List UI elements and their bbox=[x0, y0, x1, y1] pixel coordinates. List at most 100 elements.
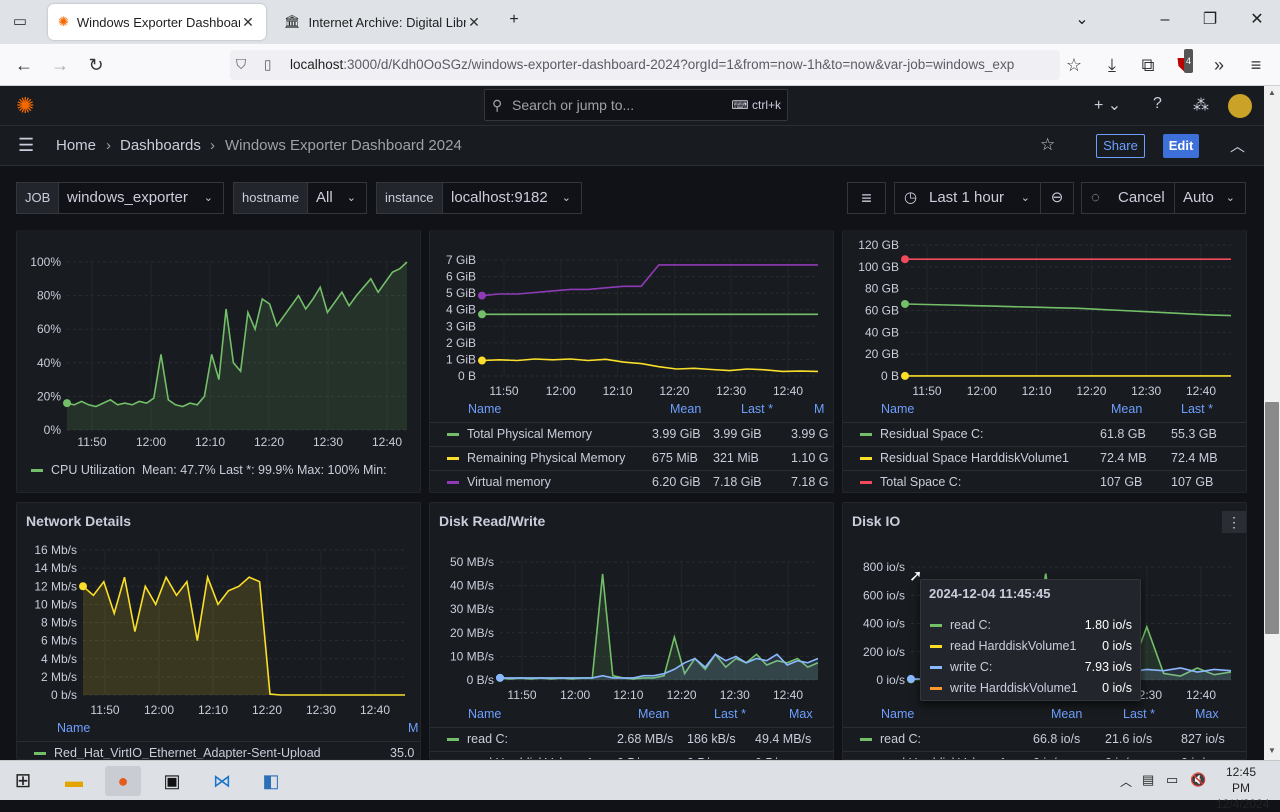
vscode-icon[interactable]: ⋈ bbox=[213, 771, 231, 791]
forward-icon[interactable]: → bbox=[51, 55, 69, 75]
tab-list-icon[interactable]: ▭ bbox=[12, 13, 28, 30]
breadcrumb-dashboards[interactable]: Dashboards bbox=[120, 137, 201, 154]
legend-row[interactable]: read HarddiskVolume1 0 B/s 0 B/s 0 B/s bbox=[430, 751, 833, 759]
instance-var-select[interactable]: localhost:9182 ⌄ bbox=[442, 182, 582, 214]
time-range-picker[interactable]: ◷ Last 1 hour ⌄ bbox=[894, 182, 1041, 214]
scrollbar-thumb[interactable] bbox=[1265, 402, 1279, 634]
refresh-interval-picker[interactable]: Auto ⌄ bbox=[1174, 182, 1246, 214]
tray-chevron-icon[interactable]: ︿ bbox=[1120, 775, 1133, 789]
page-scrollbar[interactable]: ▲ ▼ bbox=[1264, 86, 1280, 760]
page-info-icon[interactable]: ▯ bbox=[264, 57, 272, 72]
bookmark-star-icon[interactable]: ☆ bbox=[1065, 55, 1083, 75]
col-header-name[interactable]: Name bbox=[881, 402, 915, 416]
disk-space-chart[interactable]: 0 B 20 GB 40 GB 60 GB 80 GB 100 GB 120 GB 11:50… bbox=[843, 230, 1247, 400]
clock[interactable]: 12:45 PM 12/4/2024 bbox=[1216, 765, 1270, 811]
reload-icon[interactable]: ↻ bbox=[88, 55, 104, 75]
cpu-chart[interactable]: 0% 20% 40% 60% 80% 100% 11:50 12:00 12:10 12:20 12… bbox=[17, 230, 421, 460]
new-tab-button[interactable]: + bbox=[509, 11, 519, 28]
extensions-icon[interactable]: ⧉ bbox=[1141, 55, 1155, 75]
user-avatar[interactable] bbox=[1228, 94, 1252, 118]
overflow-icon[interactable]: » bbox=[1213, 55, 1224, 75]
maximize-button[interactable]: ❐ bbox=[1202, 11, 1218, 28]
back-icon[interactable]: ← bbox=[15, 55, 33, 75]
panel-menu-icon[interactable]: ⋮ bbox=[1222, 511, 1246, 533]
address-bar[interactable]: ⛉ ▯ localhost:3000/d/Kdh0OoSGz/windows-e… bbox=[230, 50, 1060, 80]
new-menu-button[interactable]: + ⌄ bbox=[1094, 97, 1122, 114]
search-input[interactable]: ⚲ Search or jump to... ⌨ ctrl+k bbox=[484, 89, 788, 121]
menu-toggle-icon[interactable]: ☰ bbox=[18, 135, 35, 155]
job-var-select[interactable]: windows_exporter ⌄ bbox=[58, 182, 224, 214]
legend-row[interactable]: Red_Hat_VirtIO_Ethernet_Adapter-Sent-Upl… bbox=[17, 741, 420, 759]
panel-title[interactable]: Network Details bbox=[26, 513, 132, 529]
news-feed-icon[interactable]: ⁂ bbox=[1193, 97, 1209, 114]
file-explorer-icon[interactable]: ▬ bbox=[65, 771, 83, 791]
app-icon[interactable]: ◧ bbox=[262, 771, 280, 791]
breadcrumb-home[interactable]: Home bbox=[56, 137, 97, 154]
col-header-max[interactable]: Max bbox=[789, 707, 813, 721]
legend-swatch bbox=[447, 738, 459, 742]
list-all-tabs-icon[interactable]: ⌄ bbox=[1075, 11, 1089, 28]
downloads-icon[interactable]: ⤓ bbox=[1108, 55, 1116, 75]
col-header-last[interactable]: Last * bbox=[741, 402, 773, 416]
hostname-var-select[interactable]: All ⌄ bbox=[307, 182, 367, 214]
col-header-max[interactable]: M bbox=[814, 402, 825, 416]
minimize-button[interactable]: – bbox=[1160, 11, 1170, 28]
close-tab-icon[interactable]: ✕ bbox=[468, 13, 480, 30]
col-header-mean[interactable]: Mean bbox=[670, 402, 702, 416]
panel-title[interactable]: Disk Read/Write bbox=[439, 513, 546, 529]
favorite-star-icon[interactable]: ☆ bbox=[1040, 135, 1056, 154]
terminal-icon[interactable]: ▣ bbox=[163, 771, 181, 791]
collapse-icon[interactable]: ︿ bbox=[1230, 138, 1246, 155]
panel-title[interactable]: Disk IO bbox=[852, 513, 901, 529]
cpu-panel[interactable]: 0% 20% 40% 60% 80% 100% 11:50 12:00 12:10 12:20 12… bbox=[16, 230, 421, 493]
col-header-last[interactable]: Last * bbox=[714, 707, 746, 721]
dashboard-controls-icon[interactable]: ≡ bbox=[847, 182, 886, 214]
volume-muted-icon[interactable]: 🔇 bbox=[1190, 772, 1207, 787]
memory-panel[interactable]: 0 B 1 GiB 2 GiB 3 GiB 4 GiB 5 GiB 6 GiB 7 GiB 11… bbox=[429, 230, 834, 493]
col-header-name[interactable]: Name bbox=[468, 707, 502, 721]
col-header-max[interactable]: Max bbox=[1195, 707, 1219, 721]
col-header-name[interactable]: Name bbox=[57, 721, 91, 735]
col-header-name[interactable]: Name bbox=[468, 402, 502, 416]
help-icon[interactable]: ? bbox=[1153, 95, 1162, 112]
network-icon[interactable]: ▭ bbox=[1166, 772, 1179, 787]
ublock-icon[interactable]: ⛊4 bbox=[1172, 49, 1196, 77]
legend-row[interactable]: read C: 2.68 MB/s 186 kB/s 49.4 MB/s bbox=[430, 727, 833, 751]
disk-rw-panel[interactable]: Disk Read/Write 0 B/s 10 MB/s 20 MB/s 30 MB… bbox=[429, 502, 834, 760]
tab-internet-archive[interactable]: 🏛 Internet Archive: Digital Library ✕ bbox=[274, 4, 492, 40]
legend-row[interactable]: Total Physical Memory 3.99 GiB 3.99 GiB 3.9… bbox=[430, 422, 833, 446]
network-panel[interactable]: Network Details 0 b/s 2 Mb/s 4 Mb/s 6 Mb/s 8… bbox=[16, 502, 421, 760]
memory-chart[interactable]: 0 B 1 GiB 2 GiB 3 GiB 4 GiB 5 GiB 6 GiB 7 GiB 11… bbox=[430, 230, 834, 400]
col-header-mean[interactable]: Mean bbox=[1051, 707, 1083, 721]
legend-row[interactable]: read HarddiskVolume1 0 io/s 0 io/s 0 io/s bbox=[843, 751, 1246, 759]
zoom-out-icon[interactable]: ⊖ bbox=[1040, 182, 1074, 214]
disk-rw-chart[interactable]: 0 B/s 10 MB/s 20 MB/s 30 MB/s 40 MB/s 50 MB/s… bbox=[430, 503, 834, 713]
start-icon[interactable]: ⊞ bbox=[14, 770, 32, 792]
grafana-logo-icon[interactable]: ✺ bbox=[16, 93, 35, 118]
col-header-last[interactable]: Last * bbox=[1123, 707, 1155, 721]
tracking-shield-icon[interactable]: ⛉ bbox=[236, 57, 247, 72]
edit-button[interactable]: Edit bbox=[1163, 134, 1199, 158]
col-header-mean[interactable]: Mean bbox=[638, 707, 670, 721]
tray-app-icon[interactable]: ▤ bbox=[1142, 772, 1155, 787]
col-header-last[interactable]: Last * bbox=[1181, 402, 1213, 416]
disk-space-panel[interactable]: 0 B 20 GB 40 GB 60 GB 80 GB 100 GB 120 GB 11:50… bbox=[842, 230, 1247, 493]
col-header-name[interactable]: Name bbox=[881, 707, 915, 721]
legend-value: 186 kB/s bbox=[687, 732, 736, 746]
share-button[interactable]: Share bbox=[1096, 134, 1145, 158]
legend-row[interactable]: Virtual memory 6.20 GiB 7.18 GiB 7.18 G bbox=[430, 470, 833, 492]
network-chart[interactable]: 0 b/s 2 Mb/s 4 Mb/s 6 Mb/s 8 Mb/s 10 Mb/s 12 M… bbox=[17, 503, 421, 717]
col-header-mean[interactable]: Mean bbox=[1111, 402, 1143, 416]
cancel-refresh-button[interactable]: ◌ Cancel bbox=[1081, 182, 1175, 214]
firefox-icon[interactable]: ● bbox=[105, 766, 141, 796]
legend-row[interactable]: read C: 66.8 io/s 21.6 io/s 827 io/s bbox=[843, 727, 1246, 751]
close-window-button[interactable]: ✕ bbox=[1250, 11, 1264, 28]
col-header-mean[interactable]: M bbox=[408, 721, 419, 735]
app-menu-icon[interactable]: ≡ bbox=[1250, 55, 1262, 75]
legend-row[interactable]: Remaining Physical Memory 675 MiB 321 MiB 1… bbox=[430, 446, 833, 470]
tab-grafana[interactable]: ✺ Windows Exporter Dashboard 2 ✕ bbox=[48, 4, 266, 40]
legend-row[interactable]: Residual Space HarddiskVolume1 72.4 MB 72.… bbox=[843, 446, 1246, 470]
close-tab-icon[interactable]: ✕ bbox=[242, 13, 254, 30]
